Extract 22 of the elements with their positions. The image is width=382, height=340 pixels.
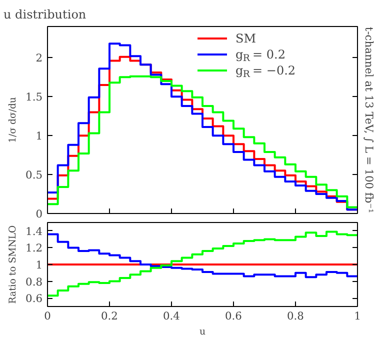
x-tick-label: 0	[44, 310, 52, 322]
y-tick-label: 1	[36, 258, 42, 272]
y-tick-label: 1.2	[26, 242, 43, 255]
y-tick-label: 1.5	[26, 90, 43, 104]
text: t-channel at 13 TeV, ∫ L = 100 fb⁻¹	[362, 26, 376, 214]
y-tick-label: 0.6	[26, 292, 43, 306]
x-tick-label: 0.6	[225, 310, 242, 322]
y-tick-label: 1	[36, 130, 42, 143]
x-tick-label: 0.4	[163, 310, 180, 322]
x-tick-label: 0.2	[101, 310, 118, 322]
y-tick-label: 0.5	[26, 168, 43, 182]
y-tick-label: 2	[36, 52, 42, 65]
x-tick-label: 1	[354, 310, 361, 322]
legend-label: SM	[236, 32, 256, 46]
y-tick-label: 0.8	[26, 275, 43, 288]
y-axis-title: 1/σ dσ/du	[8, 97, 19, 143]
chart-title: u distribution	[4, 8, 86, 22]
x-axis-title: u	[199, 326, 206, 338]
x-tick-label: 0.8	[287, 310, 304, 322]
y-axis-title: Ratio to SMNLO	[8, 224, 19, 304]
y-tick-label: 1.4	[26, 224, 43, 238]
y-tick-label: 0	[36, 208, 43, 220]
